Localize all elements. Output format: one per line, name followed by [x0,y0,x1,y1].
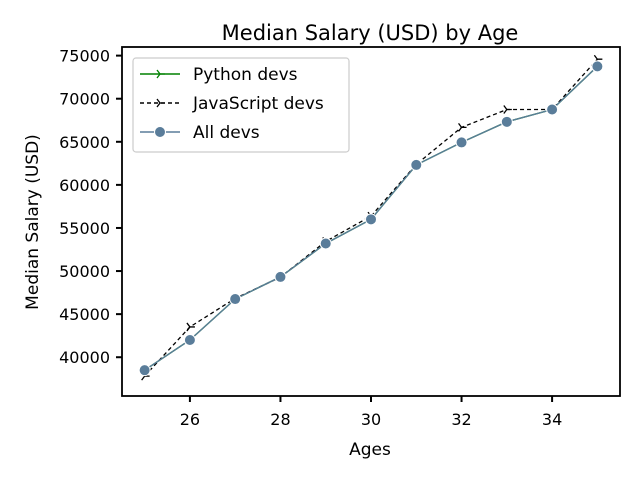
x-tick-label: 26 [180,410,200,429]
legend-marker-all-devs [154,126,166,138]
series-all-devs [138,60,604,377]
legend-marker-javascript-devs [156,98,165,108]
y-tick-label: 55000 [59,219,110,238]
legend-label-python-devs: Python devs [193,65,298,85]
data-point-all-devs [274,270,287,283]
data-point-all-devs [546,103,559,116]
data-point-javascript-devs [458,122,467,132]
x-tick-label: 32 [451,410,471,429]
data-point-all-devs [183,333,196,346]
data-point-javascript-devs [186,322,195,332]
chart-title: Median Salary (USD) by Age [222,21,519,45]
y-axis-label: Median Salary (USD) [23,134,43,310]
y-tick-label: 45000 [59,305,110,324]
legend-label-all-devs: All devs [193,123,260,143]
data-point-all-devs [410,158,423,171]
data-point-all-devs [319,237,332,250]
y-tick-label: 75000 [59,47,110,66]
y-tick-label: 40000 [59,348,110,367]
data-point-all-devs [591,60,604,73]
x-axis-label: Ages [349,440,391,460]
legend-box [132,57,350,153]
data-point-javascript-devs [503,105,512,114]
axes: 26 28 30 32 34 40000 45000 50000 55000 60000 65000… [59,47,562,429]
y-tick-label: 70000 [59,90,110,109]
y-tick-label: 60000 [59,176,110,195]
data-point-all-devs [365,213,377,226]
data-point-all-devs [229,293,242,306]
x-tick-label: 30 [361,410,381,429]
data-point-all-devs [455,136,468,149]
legend: Python devs JavaScript devs All devs [132,57,350,153]
y-tick-label: 65000 [59,133,110,152]
series-layer [138,54,604,381]
legend-marker-python-devs [156,69,165,79]
x-tick-label: 28 [270,410,290,429]
data-point-all-devs [500,115,513,128]
x-tick-label: 34 [542,410,562,429]
y-tick-label: 50000 [59,262,110,281]
data-point-all-devs [138,364,151,377]
series-line-javascript-devs [144,58,598,377]
legend-label-javascript-devs: JavaScript devs [192,94,324,114]
